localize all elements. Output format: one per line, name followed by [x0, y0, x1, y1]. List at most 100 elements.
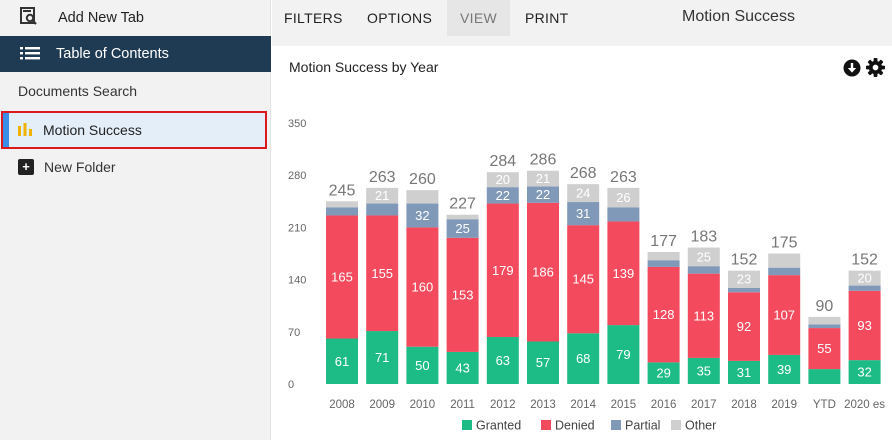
motion-success-item[interactable]: Motion Success	[1, 111, 267, 149]
x-tick-label: 2018	[731, 399, 757, 411]
data-label: 113	[693, 308, 714, 323]
panel-background	[272, 36, 892, 46]
data-label: 61	[335, 354, 349, 369]
table-of-contents-header[interactable]: Table of Contents	[0, 36, 271, 72]
filters-tab[interactable]: FILTERS	[284, 10, 343, 26]
download-icon[interactable]	[843, 59, 861, 77]
data-label: 21	[375, 188, 389, 203]
y-tick-label: 210	[288, 222, 306, 234]
bar-segment-denied	[647, 266, 680, 363]
data-label: 179	[492, 263, 514, 278]
bar-segment-other	[768, 253, 801, 268]
new-folder-label: New Folder	[44, 159, 116, 175]
bar-segment-denied	[366, 215, 399, 332]
bar-segment-other	[366, 187, 399, 204]
new-folder-button[interactable]: + New Folder	[0, 149, 271, 185]
bar-segment-denied	[527, 202, 559, 342]
data-label: 32	[857, 365, 871, 380]
x-tick-label: 2019	[771, 399, 797, 411]
plus-box-icon: +	[18, 159, 34, 175]
motion-success-label: Motion Success	[43, 122, 142, 138]
data-label: 57	[536, 355, 550, 370]
active-indicator	[3, 113, 9, 147]
bar-segment-other	[607, 187, 640, 208]
bar-segment-partial	[406, 203, 439, 228]
bar-total-label: 263	[610, 169, 637, 186]
y-tick-label: 280	[288, 170, 306, 182]
data-label: 128	[653, 307, 675, 322]
add-new-tab-button[interactable]: Add New Tab	[0, 0, 271, 36]
bar-segment-other	[326, 201, 358, 208]
bar-segment-other	[728, 270, 760, 288]
data-label: 25	[455, 221, 469, 236]
data-label: 155	[371, 266, 393, 281]
bar-total-label: 177	[650, 233, 677, 250]
data-label: 139	[613, 266, 635, 281]
documents-search-item[interactable]: Documents Search	[0, 73, 271, 109]
legend-label: Partial	[625, 419, 660, 433]
bar-segment-other	[687, 247, 720, 267]
view-tab[interactable]: VIEW	[447, 0, 510, 36]
bar-segment-granted	[607, 325, 640, 384]
bar-total-label: 286	[530, 152, 557, 169]
bar-segment-granted	[446, 351, 479, 384]
legend-swatch	[611, 420, 621, 430]
bar-segment-denied	[486, 203, 519, 338]
bar-segment-denied	[687, 273, 720, 358]
legend-label: Granted	[476, 419, 521, 433]
bar-chart-icon	[17, 122, 37, 139]
x-tick-label: 2016	[651, 399, 677, 411]
data-label: 31	[576, 206, 590, 221]
add-new-tab-label: Add New Tab	[58, 10, 144, 26]
bar-segment-granted	[326, 338, 358, 384]
bar-segment-granted	[527, 341, 559, 384]
print-tab[interactable]: PRINT	[525, 10, 569, 26]
data-label: 160	[412, 280, 434, 295]
bar-segment-partial	[848, 285, 881, 291]
x-tick-label: 2008	[329, 399, 355, 411]
data-label: 23	[737, 272, 751, 287]
data-label: 153	[452, 287, 474, 302]
data-label: 31	[737, 365, 751, 380]
data-label: 68	[576, 351, 590, 366]
data-label: 32	[415, 208, 429, 223]
options-tab[interactable]: OPTIONS	[367, 10, 433, 26]
bar-segment-granted	[647, 362, 680, 384]
x-tick-label: 2020 es	[844, 399, 885, 411]
data-label: 21	[536, 171, 550, 186]
bar-segment-other	[406, 190, 439, 204]
bar-segment-partial	[366, 203, 399, 216]
bar-segment-granted	[406, 346, 439, 384]
x-tick-label: 2010	[410, 399, 436, 411]
data-label: 39	[777, 362, 791, 377]
bar-segment-denied	[848, 290, 881, 361]
bar-segment-granted	[366, 331, 399, 384]
bar-segment-denied	[768, 275, 801, 355]
y-tick-label: 70	[288, 327, 300, 339]
bar-segment-other	[647, 252, 680, 261]
bar-total-label: 260	[409, 171, 436, 188]
bar-segment-denied	[406, 227, 439, 347]
y-tick-label: 350	[288, 118, 306, 130]
page-title: Motion Success	[682, 8, 795, 25]
data-label: 79	[616, 347, 630, 362]
bar-segment-other	[567, 184, 600, 203]
x-tick-label: 2014	[570, 399, 596, 411]
bar-segment-partial	[326, 207, 358, 216]
bar-segment-granted	[567, 333, 600, 384]
bar-segment-partial	[486, 187, 519, 204]
bar-segment-partial	[607, 207, 640, 222]
gear-icon[interactable]	[866, 58, 885, 77]
x-tick-label: 2017	[691, 399, 717, 411]
bar-total-label: 90	[816, 298, 834, 315]
y-tick-label: 0	[288, 379, 294, 391]
bar-segment-other	[527, 170, 559, 187]
sidebar: Add New Tab Table of Contents Documents …	[0, 0, 271, 440]
legend-swatch	[671, 420, 681, 430]
stacked-bar-chart: 0 70 140 210 280 350 61 165 245 2008 71 155 21 263 200…	[288, 118, 885, 433]
bar-segment-granted	[768, 354, 801, 384]
data-label: 22	[496, 188, 510, 203]
bar-segment-partial	[446, 219, 479, 238]
search-document-icon	[20, 6, 40, 30]
legend-swatch	[462, 420, 472, 430]
